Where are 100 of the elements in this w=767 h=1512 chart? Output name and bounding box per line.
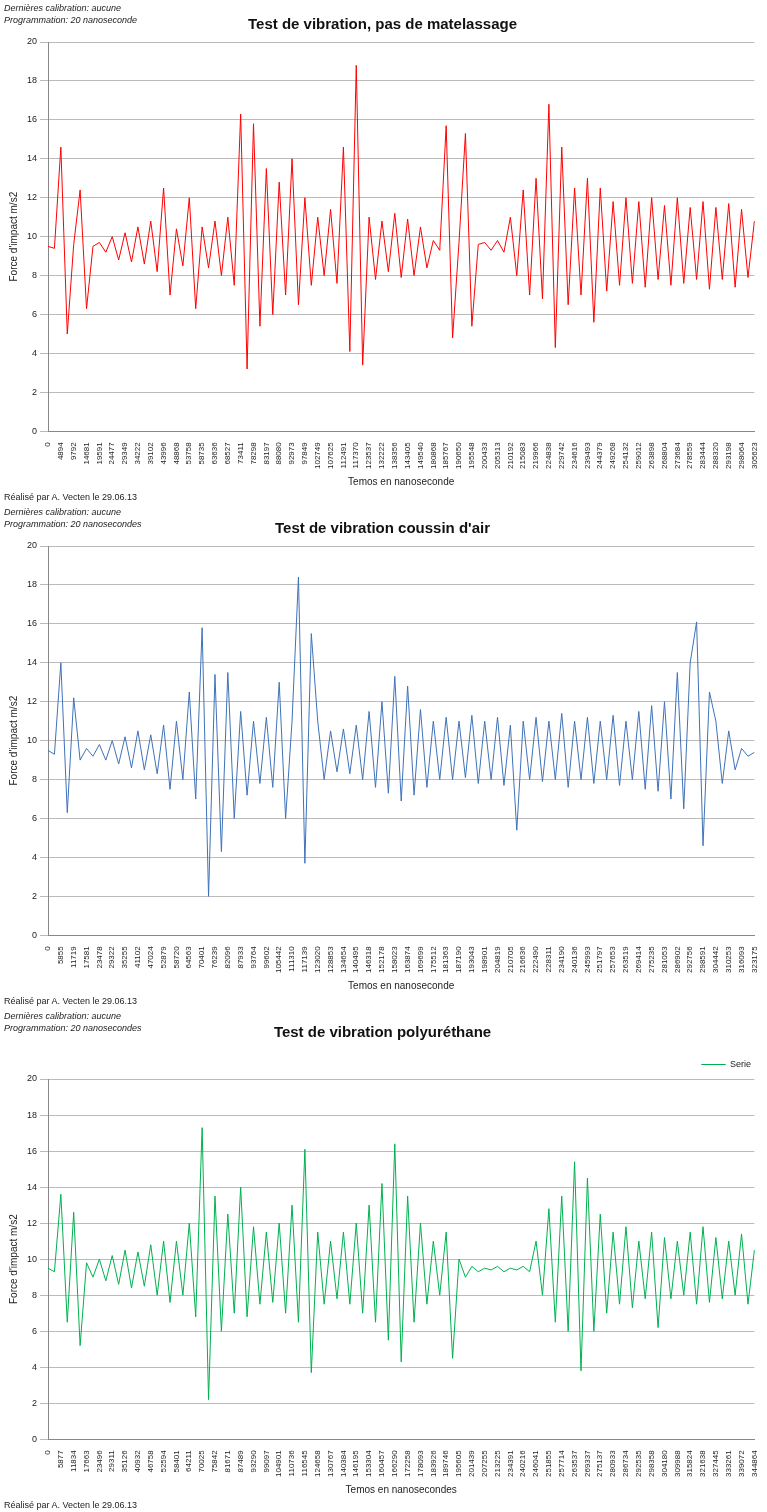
x-tick-label: 92973 (287, 441, 297, 465)
y-tick-label: 12 (27, 192, 38, 203)
x-tick-label: 40932 (133, 1449, 143, 1473)
x-tick-label: 152178 (377, 945, 387, 974)
x-tick-label: 219966 (531, 441, 541, 470)
x-tick-label: 180868 (428, 441, 438, 470)
x-tick-label: 83197 (261, 441, 271, 465)
x-tick-label: 112491 (338, 441, 348, 469)
x-tick-label: 213225 (492, 1449, 502, 1478)
x-tick-label: 269337 (582, 1449, 592, 1478)
x-tick-label: 58720 (171, 945, 181, 969)
x-tick-label: 93764 (248, 945, 258, 969)
x-tick-label: 298591 (698, 945, 708, 974)
x-tick-label: 315824 (685, 1449, 695, 1478)
y-tick-label: 2 (32, 890, 38, 901)
x-tick-label: 249268 (608, 441, 618, 470)
x-tick-label: 35126 (120, 1449, 130, 1473)
x-tick-label: 275137 (595, 1449, 605, 1478)
x-tick-label: 87933 (235, 945, 245, 969)
x-tick-label: 190650 (454, 441, 464, 470)
y-tick-label: 4 (32, 347, 38, 358)
x-tick-label: 9792 (68, 441, 78, 461)
x-tick-label: 70401 (197, 945, 207, 969)
x-tick-label: 305623 (749, 441, 759, 470)
x-tick-label: 201439 (467, 1449, 477, 1478)
x-tick-label: 187190 (454, 945, 464, 974)
x-tick-label: 254132 (621, 441, 631, 470)
x-tick-label: 163874 (402, 945, 412, 974)
y-tick-label: 8 (32, 774, 38, 785)
x-tick-label: 35255 (120, 945, 130, 969)
x-tick-label: 292756 (685, 945, 695, 974)
x-tick-label: 339072 (736, 1449, 746, 1478)
y-tick-label: 10 (27, 231, 38, 242)
x-tick-label: 344864 (749, 1449, 759, 1478)
x-tick-label: 195548 (467, 441, 477, 470)
x-tick-label: 0 (43, 1449, 53, 1455)
x-tick-label: 160457 (377, 1449, 387, 1478)
x-tick-label: 24477 (107, 441, 117, 465)
x-tick-label: 58735 (197, 441, 207, 465)
x-tick-label: 327445 (711, 1449, 721, 1478)
x-tick-label: 17663 (81, 1449, 91, 1473)
x-tick-label: 263898 (646, 441, 656, 470)
chart-title: Test de vibration coussin d'air (274, 519, 491, 537)
x-tick-label: 153304 (364, 1449, 374, 1478)
x-tick-label: 0 (43, 441, 53, 447)
x-tick-label: 140384 (338, 1449, 348, 1478)
x-tick-label: 286902 (672, 945, 682, 974)
x-tick-label: 52594 (158, 1449, 168, 1473)
x-tick-label: 257714 (556, 1449, 566, 1478)
x-tick-label: 73411 (235, 441, 245, 464)
x-tick-label: 14681 (81, 441, 91, 465)
x-tick-label: 185767 (441, 441, 451, 470)
text: Dernières calibration: aucune (4, 507, 122, 517)
x-tick-label: 251855 (544, 1449, 554, 1478)
x-tick-label: 189746 (441, 1449, 451, 1478)
chart-title: Test de vibration, pas de matelassage (248, 15, 517, 33)
x-tick-label: 64563 (184, 945, 194, 969)
y-tick-label: 6 (32, 1325, 38, 1336)
y-tick-label: 12 (27, 1217, 38, 1228)
x-tick-label: 251797 (595, 945, 605, 974)
y-tick-label: 16 (27, 1145, 38, 1156)
x-tick-label: 310253 (723, 945, 733, 974)
x-tick-label: 240136 (569, 945, 579, 974)
x-tick-label: 34222 (133, 441, 143, 465)
x-tick-label: 93290 (248, 1449, 258, 1473)
x-tick-label: 128853 (325, 945, 335, 974)
x-tick-label: 245993 (582, 945, 592, 974)
y-tick-label: 14 (27, 657, 38, 668)
y-axis-title: Force d'impact m/s2 (7, 1213, 19, 1305)
x-tick-label: 11719 (68, 945, 78, 968)
text: Programmation: 20 nanosecondes (4, 1023, 142, 1033)
x-tick-label: 269414 (634, 945, 644, 974)
x-tick-label: 5855 (56, 945, 66, 965)
x-tick-label: 175512 (428, 945, 438, 974)
y-tick-label: 6 (32, 813, 38, 823)
x-tick-label: 4894 (56, 441, 66, 461)
x-tick-label: 298064 (736, 441, 746, 470)
x-tick-label: 124658 (312, 1449, 322, 1478)
text: Réalisé par A. Vecten le 29.06.13 (4, 492, 138, 502)
x-tick-label: 263519 (621, 945, 631, 974)
x-tick-label: 207255 (479, 1449, 489, 1478)
x-tick-label: 68527 (223, 441, 233, 465)
x-tick-label: 23478 (94, 945, 104, 969)
x-tick-label: 169699 (415, 945, 425, 974)
y-tick-label: 2 (32, 386, 38, 397)
x-tick-label: 123537 (364, 441, 374, 470)
x-tick-label: 0 (43, 945, 53, 951)
x-tick-label: 29311 (107, 1449, 117, 1472)
x-tick-label: 58401 (171, 1449, 181, 1473)
y-tick-label: 0 (32, 425, 38, 436)
text: Dernières calibration: aucune (4, 3, 122, 13)
x-tick-label: 47024 (145, 945, 155, 969)
x-axis-title: Temos en nanosecondes (345, 1483, 457, 1495)
x-tick-label: 23496 (94, 1449, 104, 1473)
x-tick-label: 268804 (659, 441, 669, 470)
x-tick-label: 183926 (428, 1449, 438, 1478)
x-tick-label: 234190 (556, 945, 566, 974)
y-tick-label: 14 (27, 153, 38, 164)
x-tick-label: 298358 (646, 1449, 656, 1478)
x-tick-label: 132222 (377, 441, 387, 470)
